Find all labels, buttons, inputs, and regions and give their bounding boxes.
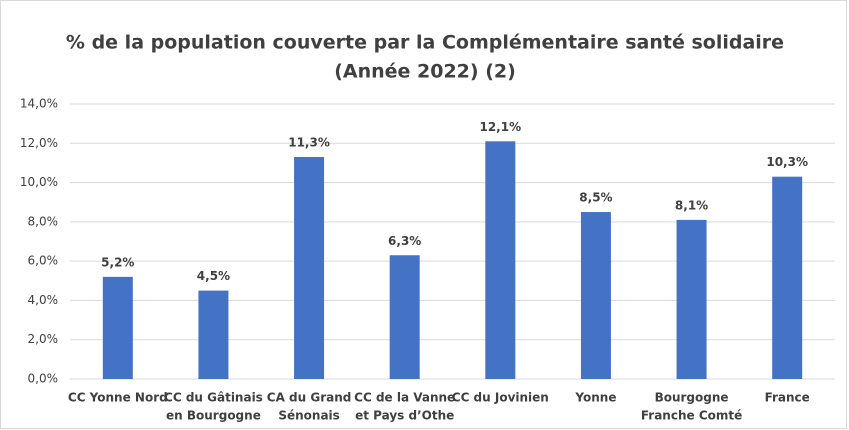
- bar: [198, 290, 229, 379]
- y-tick-label: 12,0%: [20, 136, 58, 150]
- x-tick-label: CC de la Vanne: [354, 391, 455, 405]
- bar: [485, 141, 516, 379]
- value-label: 6,3%: [388, 234, 421, 248]
- y-tick-label: 8,0%: [28, 214, 59, 228]
- y-tick-label: 2,0%: [28, 332, 59, 346]
- value-label: 10,3%: [766, 155, 808, 169]
- y-tick-label: 6,0%: [28, 254, 59, 268]
- x-tick-label: en Bourgogne: [166, 409, 261, 423]
- x-tick-label: Yonne: [574, 391, 616, 405]
- y-tick-label: 14,0%: [20, 97, 58, 111]
- value-label: 8,5%: [579, 191, 612, 205]
- x-tick-label: et Pays d’Othe: [355, 409, 454, 423]
- value-label: 8,1%: [675, 198, 708, 212]
- value-label: 4,5%: [197, 269, 230, 283]
- chart-title: % de la population couverte par la Compl…: [66, 32, 784, 54]
- chart-title: (Année 2022) (2): [334, 61, 516, 83]
- bar: [676, 219, 707, 379]
- x-tick-label: Sénonais: [278, 409, 339, 423]
- bar: [389, 255, 420, 379]
- y-tick-label: 10,0%: [20, 175, 58, 189]
- bar: [294, 157, 325, 379]
- x-tick-label: CC du Jovinien: [452, 391, 549, 405]
- x-tick-label: France: [765, 391, 810, 405]
- x-tick-label: CC du Gâtinais: [164, 391, 263, 405]
- value-label: 5,2%: [101, 255, 134, 269]
- y-tick-label: 0,0%: [28, 372, 59, 386]
- bar: [772, 176, 803, 379]
- value-label: 12,1%: [479, 120, 521, 134]
- value-label: 11,3%: [288, 136, 330, 150]
- y-tick-label: 4,0%: [28, 293, 59, 307]
- x-tick-label: Bourgogne: [655, 391, 729, 405]
- x-tick-label: CA du Grand: [267, 391, 352, 405]
- x-tick-label: CC Yonne Nord: [68, 391, 168, 405]
- bar: [102, 276, 133, 379]
- bar: [580, 212, 611, 379]
- x-tick-label: Franche Comté: [641, 409, 742, 423]
